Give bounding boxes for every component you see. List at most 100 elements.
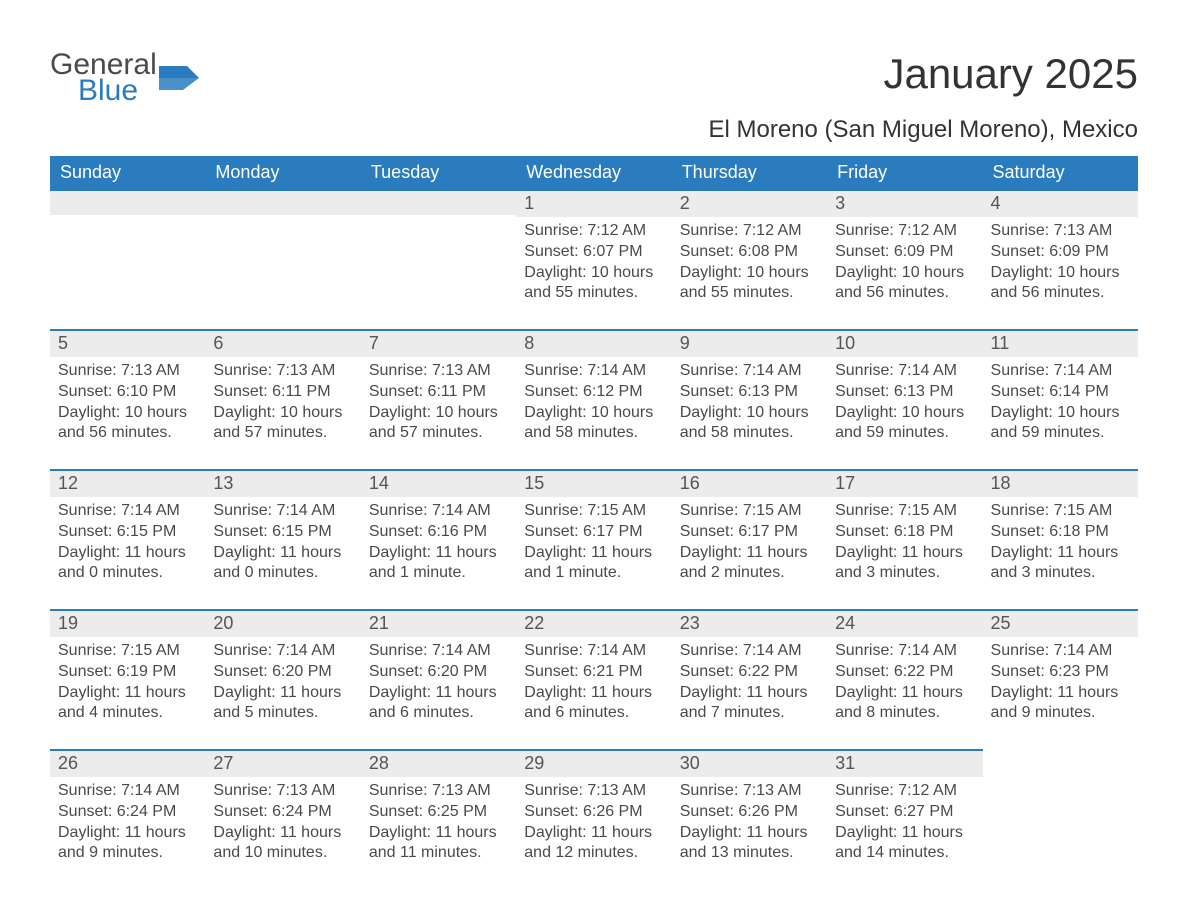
daylight-text: and 1 minute. <box>524 563 663 584</box>
sunset-text: Sunset: 6:08 PM <box>680 242 819 263</box>
sunrise-text: Sunrise: 7:12 AM <box>835 221 974 242</box>
day-details: Sunrise: 7:14 AMSunset: 6:22 PMDaylight:… <box>672 637 827 730</box>
daylight-text: Daylight: 11 hours <box>835 823 974 844</box>
daylight-text: and 4 minutes. <box>58 703 197 724</box>
flag-icon <box>159 66 199 95</box>
sunset-text: Sunset: 6:15 PM <box>58 522 197 543</box>
sunrise-text: Sunrise: 7:14 AM <box>58 781 197 802</box>
sunset-text: Sunset: 6:26 PM <box>524 802 663 823</box>
day-details: Sunrise: 7:13 AMSunset: 6:11 PMDaylight:… <box>205 357 360 450</box>
sunset-text: Sunset: 6:26 PM <box>680 802 819 823</box>
sunrise-text: Sunrise: 7:14 AM <box>991 361 1130 382</box>
sunset-text: Sunset: 6:19 PM <box>58 662 197 683</box>
sunset-text: Sunset: 6:17 PM <box>524 522 663 543</box>
daylight-text: Daylight: 10 hours <box>991 403 1130 424</box>
calendar-day-cell: 19Sunrise: 7:15 AMSunset: 6:19 PMDayligh… <box>50 609 205 749</box>
calendar-day-cell: 29Sunrise: 7:13 AMSunset: 6:26 PMDayligh… <box>516 749 671 870</box>
daylight-text: and 55 minutes. <box>680 283 819 304</box>
calendar-week: 1Sunrise: 7:12 AMSunset: 6:07 PMDaylight… <box>50 189 1138 329</box>
sunrise-text: Sunrise: 7:14 AM <box>524 641 663 662</box>
sunset-text: Sunset: 6:11 PM <box>369 382 508 403</box>
sunset-text: Sunset: 6:10 PM <box>58 382 197 403</box>
sunrise-text: Sunrise: 7:12 AM <box>524 221 663 242</box>
day-details: Sunrise: 7:13 AMSunset: 6:24 PMDaylight:… <box>205 777 360 870</box>
logo-text: General Blue <box>50 50 157 106</box>
daylight-text: Daylight: 11 hours <box>524 543 663 564</box>
calendar-day-cell: 12Sunrise: 7:14 AMSunset: 6:15 PMDayligh… <box>50 469 205 609</box>
sunrise-text: Sunrise: 7:15 AM <box>835 501 974 522</box>
sunrise-text: Sunrise: 7:14 AM <box>524 361 663 382</box>
sunset-text: Sunset: 6:13 PM <box>835 382 974 403</box>
day-details: Sunrise: 7:15 AMSunset: 6:18 PMDaylight:… <box>827 497 982 590</box>
daylight-text: and 14 minutes. <box>835 843 974 864</box>
day-details: Sunrise: 7:13 AMSunset: 6:11 PMDaylight:… <box>361 357 516 450</box>
sunrise-text: Sunrise: 7:14 AM <box>213 641 352 662</box>
calendar-day-cell <box>983 749 1138 870</box>
day-number: 20 <box>205 609 360 637</box>
daylight-text: and 2 minutes. <box>680 563 819 584</box>
day-number: 29 <box>516 749 671 777</box>
daylight-text: Daylight: 11 hours <box>58 823 197 844</box>
daylight-text: and 13 minutes. <box>680 843 819 864</box>
sunset-text: Sunset: 6:18 PM <box>835 522 974 543</box>
day-number: 30 <box>672 749 827 777</box>
calendar-day-cell: 18Sunrise: 7:15 AMSunset: 6:18 PMDayligh… <box>983 469 1138 609</box>
daylight-text: and 3 minutes. <box>991 563 1130 584</box>
page-header: General Blue January 2025 El Moreno (San… <box>50 50 1138 144</box>
day-number: 2 <box>672 189 827 217</box>
daylight-text: and 12 minutes. <box>524 843 663 864</box>
day-details: Sunrise: 7:14 AMSunset: 6:22 PMDaylight:… <box>827 637 982 730</box>
logo: General Blue <box>50 50 199 106</box>
day-number: 23 <box>672 609 827 637</box>
calendar-day-cell: 23Sunrise: 7:14 AMSunset: 6:22 PMDayligh… <box>672 609 827 749</box>
daylight-text: Daylight: 11 hours <box>680 683 819 704</box>
daylight-text: Daylight: 10 hours <box>991 263 1130 284</box>
daylight-text: and 57 minutes. <box>369 423 508 444</box>
daylight-text: and 11 minutes. <box>369 843 508 864</box>
sunset-text: Sunset: 6:09 PM <box>835 242 974 263</box>
day-details: Sunrise: 7:14 AMSunset: 6:14 PMDaylight:… <box>983 357 1138 450</box>
title-block: January 2025 El Moreno (San Miguel Moren… <box>708 50 1138 144</box>
calendar-day-cell: 14Sunrise: 7:14 AMSunset: 6:16 PMDayligh… <box>361 469 516 609</box>
sunset-text: Sunset: 6:14 PM <box>991 382 1130 403</box>
calendar-day-cell: 16Sunrise: 7:15 AMSunset: 6:17 PMDayligh… <box>672 469 827 609</box>
day-details: Sunrise: 7:14 AMSunset: 6:15 PMDaylight:… <box>205 497 360 590</box>
sunrise-text: Sunrise: 7:15 AM <box>991 501 1130 522</box>
calendar-day-cell: 24Sunrise: 7:14 AMSunset: 6:22 PMDayligh… <box>827 609 982 749</box>
day-details: Sunrise: 7:14 AMSunset: 6:13 PMDaylight:… <box>672 357 827 450</box>
calendar-day-cell: 7Sunrise: 7:13 AMSunset: 6:11 PMDaylight… <box>361 329 516 469</box>
dow-thursday: Thursday <box>672 156 827 189</box>
day-number: 9 <box>672 329 827 357</box>
daylight-text: and 59 minutes. <box>835 423 974 444</box>
day-details: Sunrise: 7:14 AMSunset: 6:16 PMDaylight:… <box>361 497 516 590</box>
daylight-text: Daylight: 11 hours <box>524 683 663 704</box>
dow-sunday: Sunday <box>50 156 205 189</box>
daylight-text: Daylight: 10 hours <box>680 403 819 424</box>
sunrise-text: Sunrise: 7:14 AM <box>680 361 819 382</box>
day-of-week-row: Sunday Monday Tuesday Wednesday Thursday… <box>50 156 1138 189</box>
day-number: 28 <box>361 749 516 777</box>
daylight-text: Daylight: 10 hours <box>369 403 508 424</box>
sunrise-text: Sunrise: 7:12 AM <box>835 781 974 802</box>
sunset-text: Sunset: 6:13 PM <box>680 382 819 403</box>
dow-wednesday: Wednesday <box>516 156 671 189</box>
sunrise-text: Sunrise: 7:14 AM <box>680 641 819 662</box>
daylight-text: and 59 minutes. <box>991 423 1130 444</box>
day-details: Sunrise: 7:12 AMSunset: 6:09 PMDaylight:… <box>827 217 982 310</box>
month-title: January 2025 <box>708 50 1138 98</box>
sunrise-text: Sunrise: 7:14 AM <box>991 641 1130 662</box>
sunrise-text: Sunrise: 7:14 AM <box>213 501 352 522</box>
sunrise-text: Sunrise: 7:15 AM <box>58 641 197 662</box>
day-details: Sunrise: 7:13 AMSunset: 6:26 PMDaylight:… <box>516 777 671 870</box>
calendar-day-cell: 26Sunrise: 7:14 AMSunset: 6:24 PMDayligh… <box>50 749 205 870</box>
calendar-day-cell: 25Sunrise: 7:14 AMSunset: 6:23 PMDayligh… <box>983 609 1138 749</box>
day-number: 16 <box>672 469 827 497</box>
sunset-text: Sunset: 6:20 PM <box>369 662 508 683</box>
dow-monday: Monday <box>205 156 360 189</box>
day-number: 7 <box>361 329 516 357</box>
day-number: 25 <box>983 609 1138 637</box>
daylight-text: and 1 minute. <box>369 563 508 584</box>
daylight-text: and 55 minutes. <box>524 283 663 304</box>
sunrise-text: Sunrise: 7:15 AM <box>680 501 819 522</box>
calendar-day-cell: 9Sunrise: 7:14 AMSunset: 6:13 PMDaylight… <box>672 329 827 469</box>
